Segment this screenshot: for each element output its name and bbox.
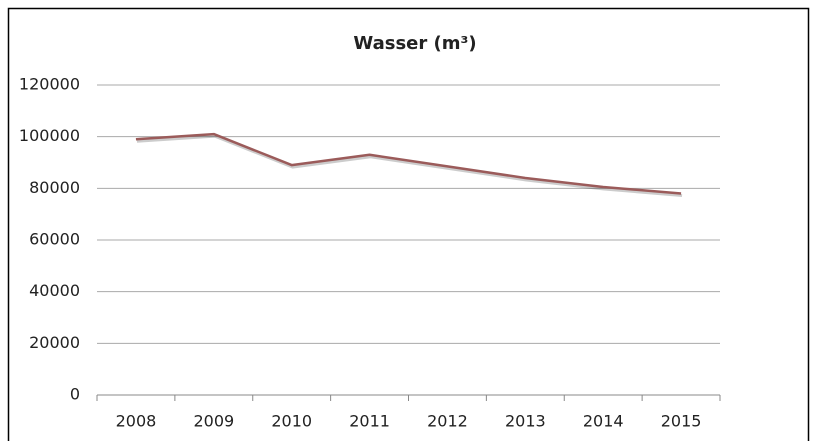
x-tick-label: 2010	[271, 412, 312, 431]
x-tick-label: 2013	[505, 412, 546, 431]
y-tick-label: 60000	[29, 230, 80, 249]
chart-frame	[7, 7, 810, 441]
y-tick-label: 0	[70, 385, 80, 404]
line-shadow	[136, 134, 683, 197]
x-tick-label: 2014	[583, 412, 624, 431]
y-tick-label: 80000	[29, 178, 80, 197]
x-tick-label: 2008	[116, 412, 157, 431]
x-tick-label: 2009	[193, 412, 234, 431]
chart-title: Wasser (m³)	[353, 33, 476, 54]
y-tick-label: 120000	[19, 75, 80, 94]
y-tick-label: 40000	[29, 281, 80, 300]
x-tick-label: 2015	[661, 412, 702, 431]
x-tick-label: 2012	[427, 412, 468, 431]
line	[135, 132, 682, 195]
y-tick-label: 20000	[29, 333, 80, 352]
y-tick-label: 100000	[19, 126, 80, 145]
x-tick-label: 2011	[349, 412, 390, 431]
